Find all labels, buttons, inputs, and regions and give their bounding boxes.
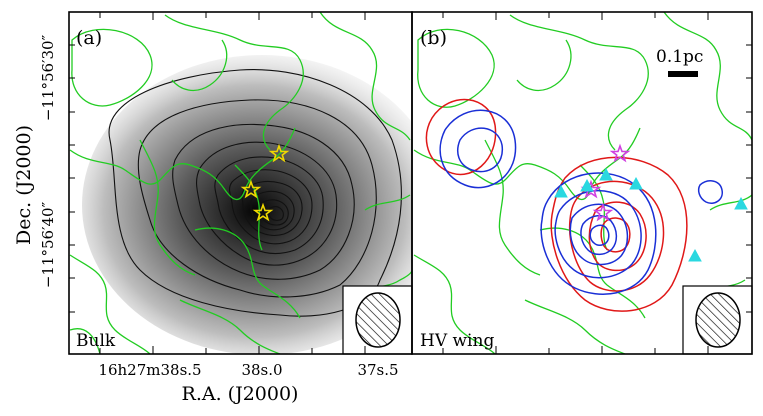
panel-frames bbox=[68, 11, 753, 355]
x-axis: 16h27m38s.5 38s.0 37s.5 R.A. (J2000) bbox=[98, 361, 398, 405]
yellow-stars bbox=[240, 143, 290, 222]
cyan-triangle-marker bbox=[734, 196, 748, 210]
blue-contours bbox=[439, 109, 723, 295]
yellow-star-marker bbox=[240, 179, 262, 199]
y-axis-label: Dec. (J2000) bbox=[13, 125, 35, 245]
beam-box-b bbox=[682, 285, 753, 355]
beam-ellipse bbox=[355, 292, 401, 348]
scale-bar: 0.1pc bbox=[656, 47, 703, 77]
cyan-triangle-marker bbox=[599, 167, 613, 181]
x-tick-label: 38s.0 bbox=[241, 361, 282, 379]
beam-ellipse bbox=[695, 292, 741, 348]
panel-b: 0.1pc (b) HV wing bbox=[413, 12, 753, 355]
panel-a-caption: Bulk bbox=[76, 331, 116, 351]
yellow-star-marker bbox=[268, 143, 290, 163]
scale-bar-label: 0.1pc bbox=[656, 47, 703, 67]
x-tick-label: 37s.5 bbox=[357, 361, 398, 379]
cyan-triangle-marker bbox=[688, 248, 702, 262]
panel-a: (a) Bulk bbox=[69, 12, 413, 355]
magenta-star-marker bbox=[592, 202, 614, 222]
magenta-star-marker bbox=[609, 143, 631, 163]
cyan-triangle-marker bbox=[629, 176, 643, 190]
bulk-contours bbox=[108, 69, 402, 317]
panel-b-caption: HV wing bbox=[420, 331, 494, 351]
y-tick-label: −11°56′40″ bbox=[39, 201, 57, 288]
beam-box-a bbox=[342, 285, 413, 355]
panel-b-label: (b) bbox=[420, 27, 447, 49]
yellow-star-marker bbox=[252, 202, 274, 222]
bulk-intensity-map bbox=[82, 55, 412, 354]
x-axis-label: R.A. (J2000) bbox=[182, 383, 299, 405]
y-axis: Dec. (J2000) −11°56′30″ −11°56′40″ bbox=[13, 34, 57, 288]
red-contours bbox=[425, 98, 688, 312]
cyan-triangle-marker bbox=[580, 178, 594, 192]
panel-a-label: (a) bbox=[76, 27, 102, 49]
y-tick-label: −11°56′30″ bbox=[39, 34, 57, 121]
cyan-triangles bbox=[554, 167, 748, 262]
axis-ticks bbox=[69, 12, 752, 354]
cyan-triangle-marker bbox=[554, 184, 568, 198]
x-tick-label: 16h27m38s.5 bbox=[98, 361, 201, 379]
